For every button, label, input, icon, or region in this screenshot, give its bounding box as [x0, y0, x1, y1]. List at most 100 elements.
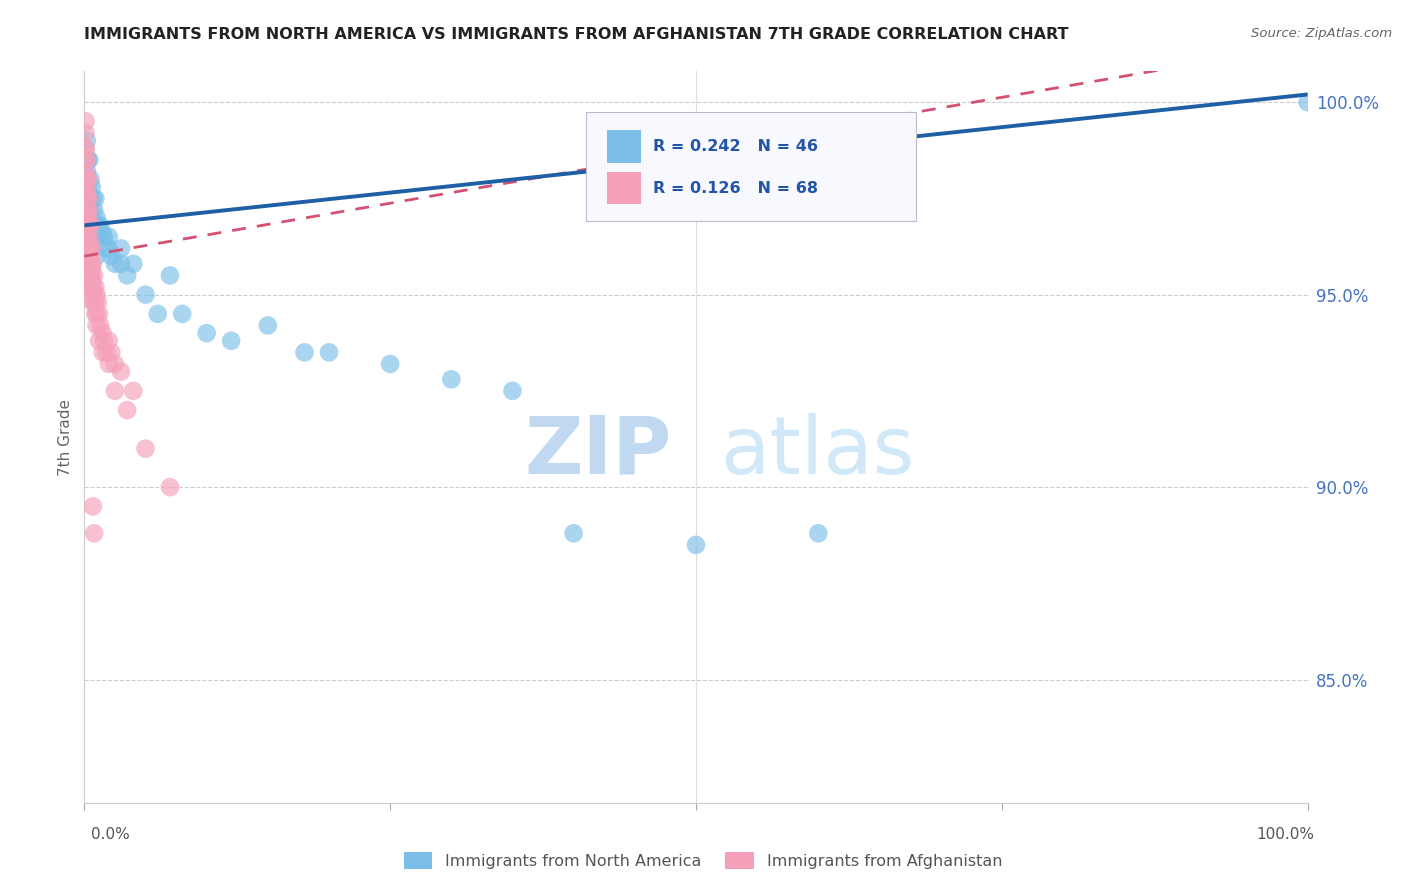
Point [97, 334, 120, 348]
Point [219, 334, 242, 348]
Point [76, 211, 98, 225]
Point [122, 257, 145, 271]
Point [77, 249, 100, 263]
Point [77, 237, 100, 252]
Point [79, 249, 101, 263]
Point [83, 202, 105, 217]
Point [89, 318, 111, 333]
Point [159, 268, 181, 283]
Point [97, 242, 120, 256]
Point [75, 141, 97, 155]
Point [80, 268, 103, 283]
Point [110, 365, 132, 379]
Point [75, 153, 97, 167]
Text: R = 0.126   N = 68: R = 0.126 N = 68 [654, 181, 818, 196]
Point [82, 295, 104, 310]
Point [76, 172, 98, 186]
Point [93, 334, 115, 348]
Point [80, 280, 103, 294]
Point [122, 384, 145, 398]
Point [76, 187, 98, 202]
Point [96, 345, 118, 359]
Point [86, 249, 108, 263]
Point [77, 202, 100, 217]
Point [80, 242, 103, 256]
Text: 0.0%: 0.0% [91, 827, 131, 841]
Point [76, 134, 98, 148]
Point [79, 211, 101, 225]
Point [77, 257, 100, 271]
Point [87, 334, 110, 348]
Point [104, 257, 127, 271]
FancyBboxPatch shape [606, 130, 641, 162]
Point [91, 326, 114, 340]
Point [82, 257, 104, 271]
Point [84, 280, 107, 294]
Point [87, 219, 110, 233]
Point [87, 295, 110, 310]
FancyBboxPatch shape [606, 171, 641, 204]
Point [82, 276, 104, 290]
Point [80, 179, 103, 194]
Point [89, 219, 111, 233]
Point [82, 500, 104, 514]
FancyBboxPatch shape [586, 112, 917, 221]
Point [502, 384, 524, 398]
Point [76, 153, 98, 167]
Point [79, 268, 101, 283]
Point [75, 126, 97, 140]
Point [115, 403, 138, 417]
Point [79, 237, 101, 252]
Point [146, 307, 169, 321]
Point [294, 345, 316, 359]
Point [84, 191, 107, 205]
Point [77, 179, 100, 194]
Point [685, 538, 707, 552]
Point [77, 249, 100, 263]
Point [86, 211, 108, 225]
Point [135, 287, 157, 301]
Point [76, 202, 98, 217]
Point [79, 219, 101, 233]
Point [110, 257, 132, 271]
Point [83, 287, 105, 301]
Point [104, 357, 127, 371]
Point [110, 242, 132, 256]
Point [86, 307, 108, 321]
Point [84, 295, 107, 310]
Point [77, 219, 100, 233]
Point [440, 372, 463, 386]
Point [79, 172, 101, 186]
Point [93, 230, 115, 244]
Point [195, 326, 218, 340]
Point [77, 191, 100, 205]
Text: IMMIGRANTS FROM NORTH AMERICA VS IMMIGRANTS FROM AFGHANISTAN 7TH GRADE CORRELATI: IMMIGRANTS FROM NORTH AMERICA VS IMMIGRA… [84, 27, 1069, 42]
Point [83, 526, 105, 541]
Point [115, 268, 138, 283]
Point [76, 179, 98, 194]
Point [87, 230, 110, 244]
Point [84, 307, 107, 321]
Point [77, 219, 100, 233]
Point [86, 318, 108, 333]
Point [77, 172, 100, 186]
Point [562, 526, 585, 541]
Point [87, 307, 110, 321]
Point [100, 345, 122, 359]
Point [77, 153, 100, 167]
Point [82, 287, 104, 301]
Point [79, 276, 101, 290]
Text: 100.0%: 100.0% [1257, 827, 1315, 841]
Point [135, 442, 157, 456]
Point [91, 226, 114, 240]
Point [159, 480, 181, 494]
Point [82, 230, 104, 244]
Point [77, 230, 100, 244]
Point [807, 526, 830, 541]
Point [79, 257, 101, 271]
Point [75, 114, 97, 128]
Point [77, 211, 100, 225]
Point [75, 141, 97, 155]
Point [172, 307, 194, 321]
Point [1296, 95, 1319, 110]
